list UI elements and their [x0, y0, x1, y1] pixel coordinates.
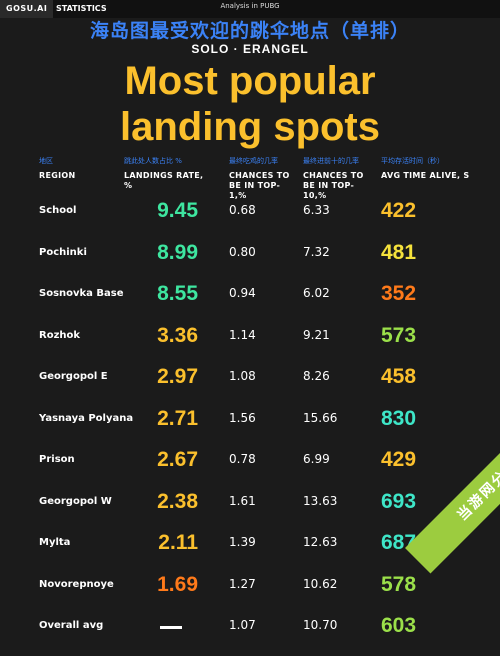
top10-chance-cell: 10.62 [303, 576, 338, 591]
column-header-top1: 最终吃鸡的几率 CHANCES TO BE IN TOP-1,% [229, 156, 297, 201]
avg-time-alive-cell: 422 [381, 199, 417, 222]
top10-chance-cell: 10.70 [303, 618, 338, 632]
table-row: Overall avg 1.07 10.70 603 [0, 605, 500, 646]
empty-value-dash [160, 626, 182, 629]
top1-chance-cell: 0.80 [229, 244, 256, 259]
chart-title-text: Most popular landing spots [120, 59, 380, 149]
avg-time-alive-cell: 693 [381, 489, 417, 513]
region-cell: Prison [39, 454, 75, 465]
chart-subtitle: SOLO · ERANGEL [191, 42, 309, 56]
top1-chance-cell: 1.27 [229, 576, 256, 591]
landings-rate-cell: 1.69 [157, 572, 198, 596]
table-row: Novorepnoye 1.69 1.27 10.62 578 [0, 564, 500, 605]
region-cell: Rozhok [39, 329, 81, 341]
table-row: Prison 2.67 0.78 6.99 429 [0, 439, 500, 480]
top1-chance-cell: 1.56 [229, 410, 256, 425]
avg-time-alive-cell: 458 [381, 365, 417, 388]
table-row: Pochinki 8.99 0.80 7.32 481 [0, 232, 500, 273]
avg-time-alive-cell: 573 [381, 323, 417, 347]
column-header-top10: 最终进前十的几率 CHANCES TO BE IN TOP-10,% [303, 156, 375, 201]
column-header-region: 地区 REGION [39, 156, 75, 181]
column-header-avg-time-alive: 平均存活时间（秒） AVG TIME ALIVE, S [381, 156, 481, 181]
nav-statistics-link[interactable]: STATISTICS [56, 4, 107, 13]
brand-logo[interactable]: GOSU.AI [0, 0, 54, 18]
top-bar [0, 0, 500, 18]
table-row: Georgopol W 2.38 1.61 13.63 693 [0, 481, 500, 522]
top1-chance-cell: 1.39 [229, 535, 256, 549]
chart-title: Most popular landing spots [0, 58, 500, 150]
top1-chance-cell: 1.14 [229, 327, 256, 342]
region-cell: Georgopol E [39, 371, 108, 382]
avg-time-alive-cell: 830 [381, 406, 417, 430]
top10-chance-cell: 8.26 [303, 369, 330, 383]
column-header-avg-time-alive-cn: 平均存活时间（秒） [381, 157, 444, 165]
top1-chance-cell: 1.61 [229, 493, 256, 508]
column-header-landings-rate: 跳此处人数占比 % LANDINGS RATE, % [124, 156, 214, 191]
landings-rate-cell: 8.99 [157, 240, 198, 264]
column-header-top10-cn: 最终进前十的几率 [303, 157, 359, 165]
column-header-region-cn: 地区 [39, 157, 53, 165]
top10-chance-cell: 12.63 [303, 535, 338, 549]
top10-chance-cell: 7.32 [303, 244, 330, 259]
landings-rate-cell: 2.97 [157, 365, 198, 388]
table-row: Rozhok 3.36 1.14 9.21 573 [0, 315, 500, 356]
region-cell: Mylta [39, 537, 71, 548]
avg-time-alive-cell: 481 [381, 240, 417, 264]
landings-rate-cell: 8.55 [157, 282, 198, 305]
avg-time-alive-cell: 352 [381, 282, 417, 305]
column-header-top1-en: CHANCES TO BE IN TOP-1,% [229, 171, 290, 200]
landings-rate-cell: 2.11 [158, 531, 198, 554]
analysis-caption: Analysis in PUBG [220, 2, 280, 10]
top10-chance-cell: 9.21 [303, 327, 330, 342]
top1-chance-cell: 0.68 [229, 203, 256, 217]
landings-rate-cell: 2.67 [157, 448, 198, 471]
region-cell: Yasnaya Polyana [39, 412, 134, 424]
table-row: Mylta 2.11 1.39 12.63 687 [0, 522, 500, 563]
top1-chance-cell: 0.94 [229, 286, 256, 300]
landings-rate-cell: 2.38 [157, 489, 198, 513]
column-header-landings-rate-cn: 跳此处人数占比 % [124, 157, 182, 165]
top10-chance-cell: 6.02 [303, 286, 330, 300]
top10-chance-cell: 6.99 [303, 452, 330, 466]
column-header-top10-en: CHANCES TO BE IN TOP-10,% [303, 171, 364, 200]
landings-rate-cell: 9.45 [157, 199, 198, 222]
region-cell: School [39, 205, 77, 216]
column-header-top1-cn: 最终吃鸡的几率 [229, 157, 278, 165]
column-header-avg-time-alive-en: AVG TIME ALIVE, S [381, 171, 470, 180]
top1-chance-cell: 1.07 [229, 618, 256, 632]
column-header-landings-rate-en: LANDINGS RATE, % [124, 171, 204, 190]
column-header-region-en: REGION [39, 171, 76, 180]
table-row: School 9.45 0.68 6.33 422 [0, 190, 500, 231]
top1-chance-cell: 0.78 [229, 452, 256, 466]
table-row: Yasnaya Polyana 2.71 1.56 15.66 830 [0, 398, 500, 439]
avg-time-alive-cell: 429 [381, 448, 417, 471]
landings-rate-cell [110, 605, 198, 646]
landings-rate-cell: 3.36 [157, 323, 198, 347]
top10-chance-cell: 15.66 [303, 410, 338, 425]
table-row: Sosnovka Base 8.55 0.94 6.02 352 [0, 273, 500, 314]
table-row: Georgopol E 2.97 1.08 8.26 458 [0, 356, 500, 397]
region-cell: Sosnovka Base [39, 288, 124, 299]
region-cell: Overall avg [39, 620, 104, 631]
avg-time-alive-cell: 603 [381, 614, 417, 637]
top10-chance-cell: 6.33 [303, 203, 330, 217]
region-cell: Pochinki [39, 246, 87, 258]
avg-time-alive-cell: 578 [381, 572, 417, 596]
region-cell: Novorepnoye [39, 578, 114, 590]
top10-chance-cell: 13.63 [303, 493, 338, 508]
chinese-title: 海岛图最受欢迎的跳伞地点（单排） [89, 20, 410, 42]
region-cell: Georgopol W [39, 495, 112, 507]
landings-rate-cell: 2.71 [157, 406, 198, 430]
top1-chance-cell: 1.08 [229, 369, 256, 383]
